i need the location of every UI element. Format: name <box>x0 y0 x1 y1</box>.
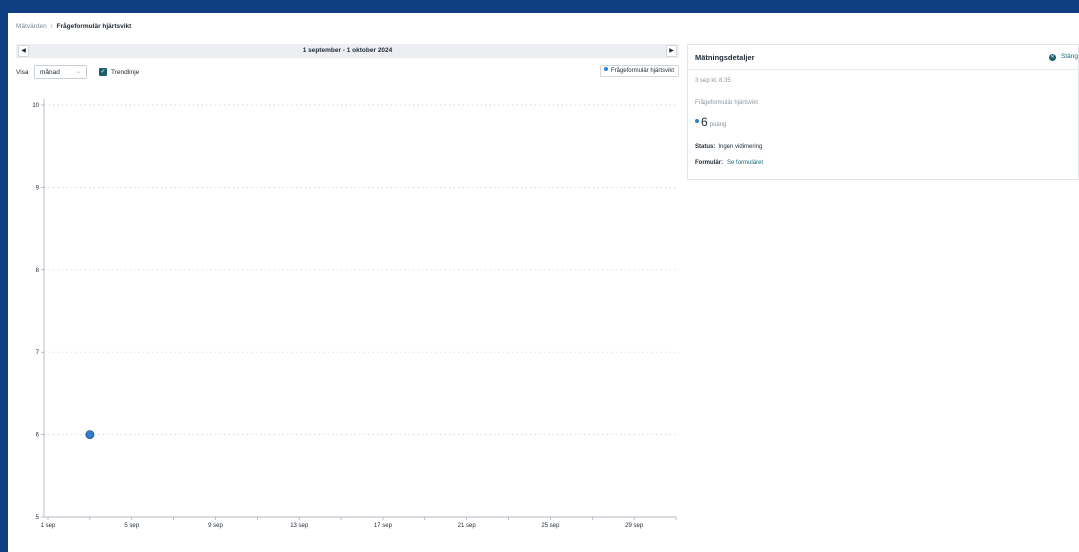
form-row: Formulär: Se formuläret <box>695 160 763 166</box>
status-label: Status: <box>695 144 716 150</box>
x-tick-label: 1 sep <box>41 523 56 529</box>
y-tick-label: 8 <box>36 268 40 274</box>
measurement-details-panel: Mätningsdetaljer ✕ Stäng 3 sep kl. 8:35 F… <box>687 44 1079 180</box>
breadcrumb-parent-link[interactable]: Mätvärden <box>16 23 47 30</box>
status-value: Ingen vidimering <box>718 144 763 150</box>
chevron-down-icon: ⌄ <box>75 69 81 75</box>
panel-header: Mätningsdetaljer ✕ Stäng <box>688 45 1078 70</box>
series-dot-icon <box>603 67 608 71</box>
breadcrumb-current: Frågeformulär hjärtsvikt <box>56 23 132 30</box>
date-range-label: 1 september - 1 oktober 2024 <box>302 47 393 54</box>
measurement-chart: 5 6 7 8 9 10 1 sep 5 sep 9 sep 13 sep 17 sep 21 sep… <box>32 99 677 529</box>
left-brand-bar <box>0 0 8 552</box>
next-period-button[interactable]: ▶ <box>666 45 677 57</box>
y-tick-label: 9 <box>36 185 40 191</box>
close-button[interactable]: ✕ Stäng <box>1049 53 1078 61</box>
breadcrumb-separator: / <box>50 23 53 30</box>
measurement-timestamp: 3 sep kl. 8:35 <box>695 78 731 84</box>
period-label: Visa <box>16 69 29 76</box>
form-label: Formulär: <box>695 160 724 166</box>
trendline-label: Trendlinje <box>111 69 140 76</box>
period-select-value: månad <box>40 69 60 76</box>
close-label: Stäng <box>1061 53 1078 60</box>
panel-title: Mätningsdetaljer <box>695 53 755 62</box>
status-row: Status: Ingen vidimering <box>695 144 762 150</box>
x-tick-label: 17 sep <box>374 523 393 529</box>
value-number: 6 <box>701 115 708 129</box>
data-point <box>85 430 95 440</box>
form-name: Frågeformulär hjärtsvikt <box>695 100 759 106</box>
x-tick-label: 13 sep <box>290 523 309 529</box>
close-icon: ✕ <box>1049 54 1056 61</box>
x-tick-label: 5 sep <box>124 523 139 529</box>
x-tick-label: 25 sep <box>541 523 560 529</box>
main-content: Mätvärden / Frågeformulär hjärtsvikt ◀ 1 s… <box>8 13 1079 552</box>
top-brand-bar <box>0 0 1079 13</box>
chart-controls: Visa månad ⌄ ✓ Trendlinje Frågeformulär … <box>16 65 679 81</box>
y-tick-label: 5 <box>36 515 40 521</box>
triangle-left-icon: ◀ <box>21 48 26 54</box>
x-tick-label: 9 sep <box>208 523 223 529</box>
series-dot-icon <box>695 119 699 123</box>
y-tick-label: 6 <box>36 433 40 439</box>
triangle-right-icon: ▶ <box>669 48 674 54</box>
legend-label: Frågeformulär hjärtsvikt <box>610 68 674 74</box>
view-form-link[interactable]: Se formuläret <box>727 160 764 166</box>
y-tick-label: 10 <box>32 103 39 109</box>
series-legend-chip[interactable]: Frågeformulär hjärtsvikt <box>599 65 679 77</box>
value-unit: poäng <box>709 122 727 128</box>
date-navigation-bar: ◀ 1 september - 1 oktober 2024 ▶ <box>16 44 679 58</box>
x-tick-label: 21 sep <box>458 523 477 529</box>
measurement-value: 6 poäng <box>695 113 726 131</box>
y-tick-label: 7 <box>36 350 40 356</box>
previous-period-button[interactable]: ◀ <box>18 45 29 57</box>
checkmark-icon: ✓ <box>100 69 106 75</box>
period-select[interactable]: månad ⌄ <box>34 65 87 79</box>
breadcrumb: Mätvärden / Frågeformulär hjärtsvikt <box>16 23 131 30</box>
x-tick-label: 29 sep <box>625 523 644 529</box>
trendline-checkbox[interactable]: ✓ <box>99 68 107 76</box>
